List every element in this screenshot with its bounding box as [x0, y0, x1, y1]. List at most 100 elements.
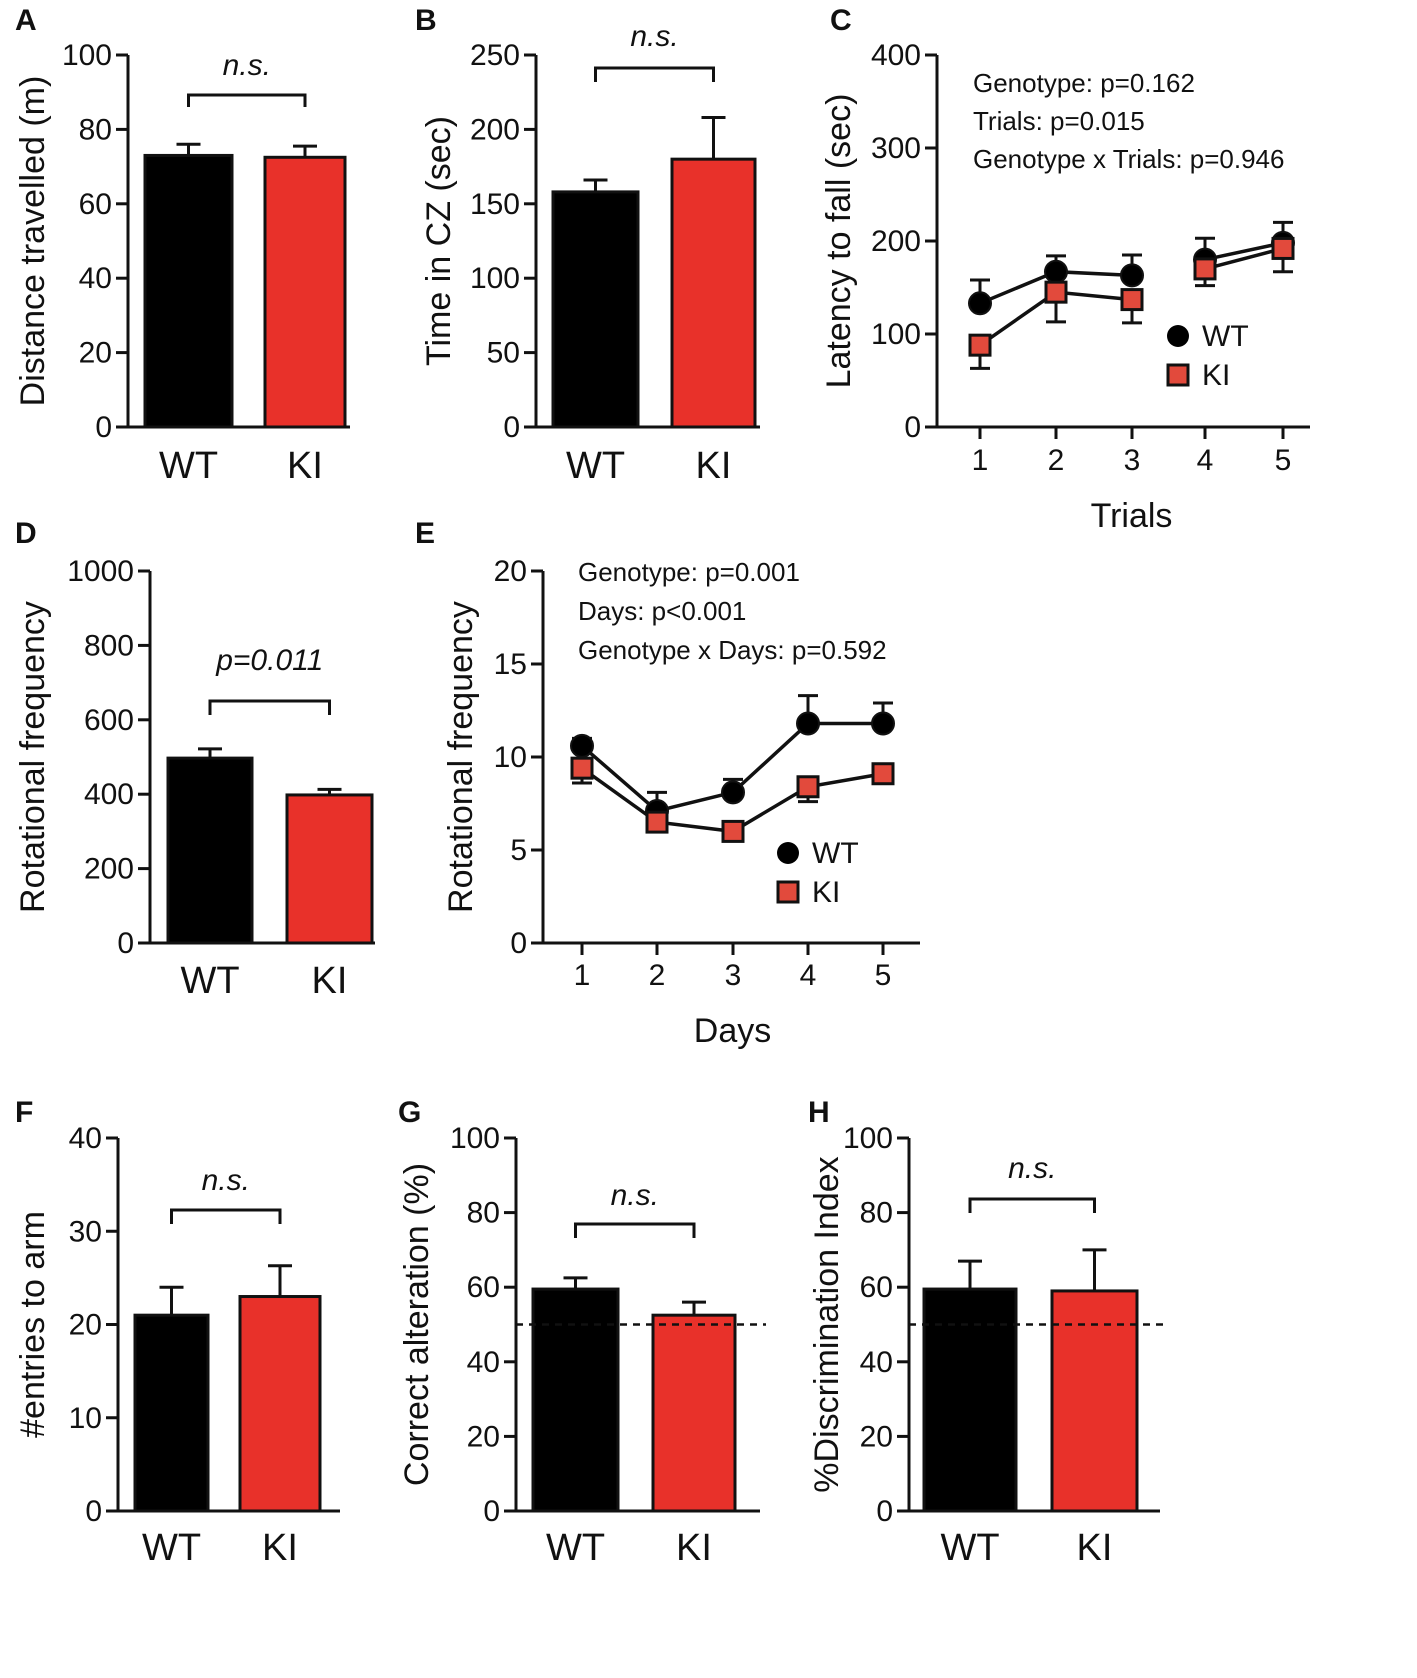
legend-label-ki: KI — [1202, 359, 1230, 392]
y-tick-label: 10 — [494, 741, 527, 774]
y-tick-label: 80 — [860, 1197, 893, 1230]
x-tick-label: 5 — [1275, 444, 1292, 477]
y-tick-label: 30 — [69, 1215, 102, 1248]
panel-letter: A — [15, 4, 37, 37]
marker-wt — [1120, 263, 1144, 288]
y-tick-label: 200 — [871, 225, 921, 258]
y-tick-label: 60 — [79, 188, 112, 221]
legend-marker-ki — [1166, 363, 1190, 387]
x-category-label: KI — [262, 1527, 298, 1569]
marker-ki — [1120, 288, 1144, 312]
y-axis-title: #entries to arm — [14, 1211, 52, 1438]
bar-wt — [166, 756, 254, 945]
y-tick-label: 0 — [95, 411, 112, 444]
y-tick-label: 0 — [503, 411, 520, 444]
stat-annotation: Genotype x Trials: p=0.946 — [973, 144, 1284, 174]
panel-c: C 0 100 200 300 400 Latency to fall (sec) 1 2 3 4 5… — [820, 4, 1310, 535]
y-tick-label: 100 — [843, 1122, 893, 1155]
marker-ki — [871, 762, 895, 786]
y-axis-title: %Discrimination Index — [808, 1156, 846, 1492]
marker-ki — [721, 819, 745, 843]
marker-wt — [570, 733, 594, 758]
x-category-label: KI — [676, 1527, 712, 1569]
y-tick-label: 40 — [69, 1122, 102, 1155]
y-tick-label: 40 — [467, 1346, 500, 1379]
y-tick-label: 60 — [467, 1271, 500, 1304]
bar-ki — [1050, 1289, 1139, 1513]
significance-label: n.s. — [202, 1164, 250, 1197]
x-tick-label: 2 — [649, 959, 666, 992]
bar-wt — [133, 1313, 210, 1513]
panel-letter: H — [808, 1096, 830, 1129]
bar-ki — [238, 1295, 322, 1513]
x-tick-label: 3 — [1124, 444, 1141, 477]
bar-wt — [143, 153, 234, 429]
stat-annotation: Days: p<0.001 — [578, 596, 746, 626]
series-ki — [968, 236, 1295, 370]
x-tick-label: 3 — [725, 959, 742, 992]
y-tick-label: 200 — [84, 853, 134, 886]
y-tick-label: 800 — [84, 629, 134, 662]
x-axis-title: Days — [694, 1012, 771, 1050]
marker-wt — [968, 291, 992, 316]
y-tick-label: 600 — [84, 704, 134, 737]
x-category-label: WT — [546, 1527, 605, 1569]
y-axis-title: Rotational frequency — [14, 601, 52, 913]
x-tick-label: 4 — [1197, 444, 1214, 477]
legend-marker-wt — [777, 842, 799, 864]
panel-d: D 0 200 400 600 800 1000 Rotational frequency WT… — [14, 517, 375, 1002]
legend-label-wt: WT — [1202, 320, 1249, 353]
series-line — [1204, 241, 1284, 262]
panel-letter: F — [15, 1096, 33, 1129]
x-category-label: WT — [940, 1527, 999, 1569]
panel-letter: G — [398, 1096, 421, 1129]
marker-ki — [1044, 280, 1068, 304]
marker-ki — [645, 810, 669, 834]
bar-ki — [285, 793, 374, 945]
marker-ki — [570, 756, 594, 780]
panel-e: E 0 5 10 15 20 Rotational frequency 1 2 3 4 5 Days Ge… — [415, 517, 920, 1050]
significance-label: p=0.011 — [215, 644, 323, 677]
y-tick-label: 1000 — [67, 555, 134, 588]
x-category-label: KI — [287, 445, 323, 487]
stat-annotation: Trials: p=0.015 — [973, 106, 1145, 136]
y-tick-label: 20 — [494, 555, 527, 588]
bar-ki — [651, 1313, 737, 1513]
x-tick-label: 1 — [574, 959, 591, 992]
y-tick-label: 200 — [470, 113, 520, 146]
x-tick-label: 1 — [972, 444, 989, 477]
significance-label: n.s. — [611, 1179, 659, 1212]
x-tick-label: 4 — [800, 959, 817, 992]
x-category-label: WT — [159, 445, 218, 487]
significance-label: n.s. — [1008, 1152, 1056, 1185]
stat-annotation: Genotype: p=0.001 — [578, 557, 800, 587]
y-tick-label: 80 — [79, 113, 112, 146]
y-tick-label: 400 — [84, 778, 134, 811]
marker-wt — [871, 711, 895, 736]
bar-wt — [531, 1287, 620, 1513]
legend-label-ki: KI — [812, 876, 840, 909]
y-tick-label: 300 — [871, 132, 921, 165]
significance-bracket — [170, 1208, 282, 1224]
panel-letter: B — [415, 4, 437, 37]
x-tick-label: 2 — [1048, 444, 1065, 477]
bar-ki — [670, 157, 757, 429]
x-category-label: WT — [180, 960, 239, 1002]
legend: WT KI — [776, 837, 859, 909]
marker-wt — [1044, 259, 1068, 284]
legend: WT KI — [1166, 320, 1249, 392]
y-tick-label: 0 — [876, 1495, 893, 1528]
panel-b: B 0 50 100 150 200 250 Time in CZ (sec) WT KI n.s. — [415, 4, 760, 487]
bar-ki — [263, 155, 347, 429]
significance-bracket — [208, 699, 331, 715]
y-tick-label: 150 — [470, 188, 520, 221]
x-category-label: WT — [566, 445, 625, 487]
y-tick-label: 60 — [860, 1271, 893, 1304]
significance-bracket — [187, 93, 307, 107]
y-tick-label: 40 — [860, 1346, 893, 1379]
y-tick-label: 400 — [871, 39, 921, 72]
x-category-label: KI — [696, 445, 732, 487]
y-tick-label: 5 — [510, 834, 527, 867]
panel-h: H 0 20 40 60 80 100%Discrimination Index WT KI n.… — [808, 1096, 1166, 1569]
y-tick-label: 20 — [467, 1420, 500, 1453]
